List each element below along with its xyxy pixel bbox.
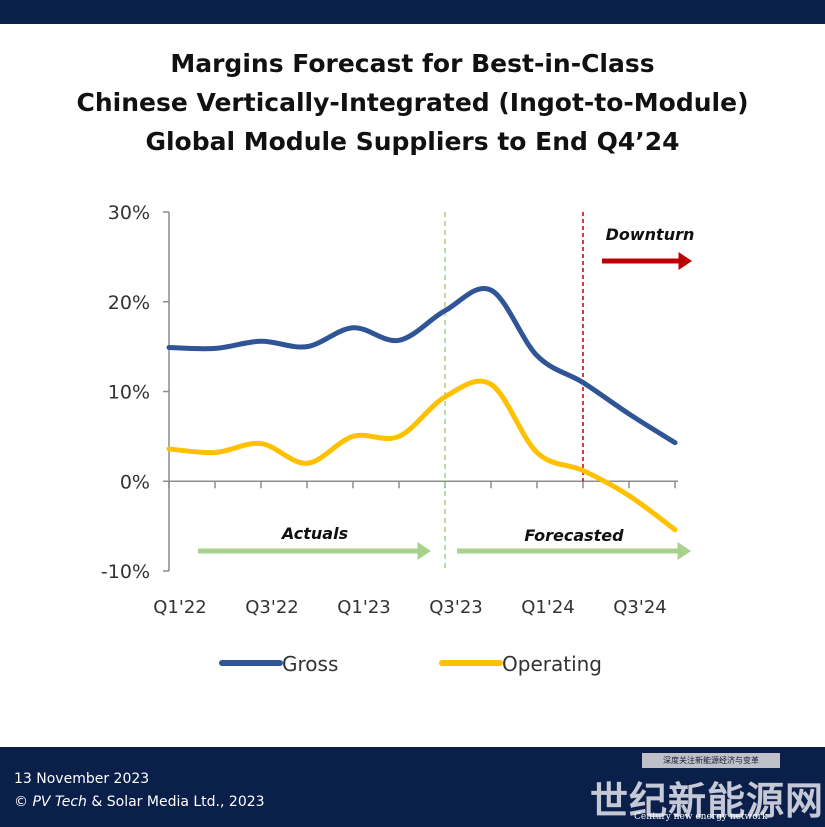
y-tick-label: 20% — [108, 292, 150, 314]
actuals-arrow-head — [417, 542, 431, 560]
downturn-arrow-head — [678, 252, 692, 270]
title-line-1: Margins Forecast for Best-in-Class — [170, 49, 655, 78]
watermark-logo-text: 世纪新能源网 — [590, 778, 825, 823]
y-tick-label: 10% — [108, 382, 150, 404]
chart-title: Margins Forecast for Best-in-Class Chine… — [0, 44, 825, 161]
top-band — [0, 0, 825, 24]
footer-copyright: © PV Tech & Solar Media Ltd., 2023 — [14, 794, 265, 810]
legend-label-gross: Gross — [282, 652, 338, 676]
series-line-gross — [166, 285, 678, 446]
downturn-label: Downturn — [606, 225, 695, 244]
footer: 13 November 2023 © PV Tech & Solar Media… — [0, 747, 825, 827]
forecast-arrow-head — [677, 542, 691, 560]
footer-date: 13 November 2023 — [14, 771, 150, 787]
x-tick-label: Q1'22 — [153, 597, 206, 618]
margins-line-chart: -10% 0% 10% 20% 30% Q1'22 Q3'22 Q1'23 Q3'23 Q1'24… — [101, 202, 695, 676]
forecast-label: Forecasted — [524, 526, 624, 545]
x-tick-label: Q1'23 — [337, 597, 390, 618]
legend-label-operating: Operating — [502, 652, 602, 676]
x-tick-label: Q3'24 — [613, 597, 666, 618]
copyright-prefix: © — [14, 794, 33, 810]
x-tick-label: Q3'23 — [429, 597, 482, 618]
watermark-tagline: 深度关注新能源经济与变革 — [642, 753, 780, 768]
y-tick-label: -10% — [101, 561, 150, 583]
y-tick-label: 0% — [120, 471, 150, 493]
title-line-2: Chinese Vertically-Integrated (Ingot-to-… — [76, 88, 749, 117]
watermark-english: Century new energy network — [634, 812, 768, 822]
series-line-operating — [166, 378, 678, 533]
actuals-label: Actuals — [280, 524, 348, 543]
x-tick-label: Q1'24 — [521, 597, 574, 618]
title-line-3: Global Module Suppliers to End Q4’24 — [145, 127, 680, 156]
x-tick-label: Q3'22 — [245, 597, 298, 618]
copyright-suffix: & Solar Media Ltd., 2023 — [86, 794, 265, 810]
brand-name: PV Tech — [32, 794, 87, 810]
y-tick-label: 30% — [108, 202, 150, 224]
